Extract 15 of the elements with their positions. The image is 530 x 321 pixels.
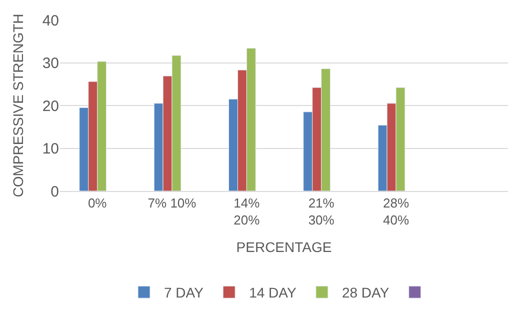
legend-label: 7 DAY <box>164 284 204 301</box>
y-tick-label: 20 <box>42 98 59 115</box>
y-axis-title: COMPRESSIVE STRENGTH <box>10 14 26 198</box>
y-tick-label: 10 <box>42 140 59 158</box>
x-tick-label: 0% <box>88 196 108 211</box>
x-tick-label: 28% 40% <box>382 196 410 228</box>
x-axis-title: PERCENTAGE <box>236 238 332 255</box>
x-tick-label: 7% 10% <box>148 196 197 211</box>
x-tick-label: 21% 30% <box>308 196 335 228</box>
y-tick-label: 40 <box>42 12 59 30</box>
legend-label: 28 DAY <box>342 284 390 301</box>
y-tick-label: 0 <box>50 183 59 200</box>
legend-label: 14 DAY <box>249 284 297 301</box>
x-tick-label: 14% 20% <box>234 196 260 228</box>
y-tick-label: 30 <box>42 55 59 72</box>
